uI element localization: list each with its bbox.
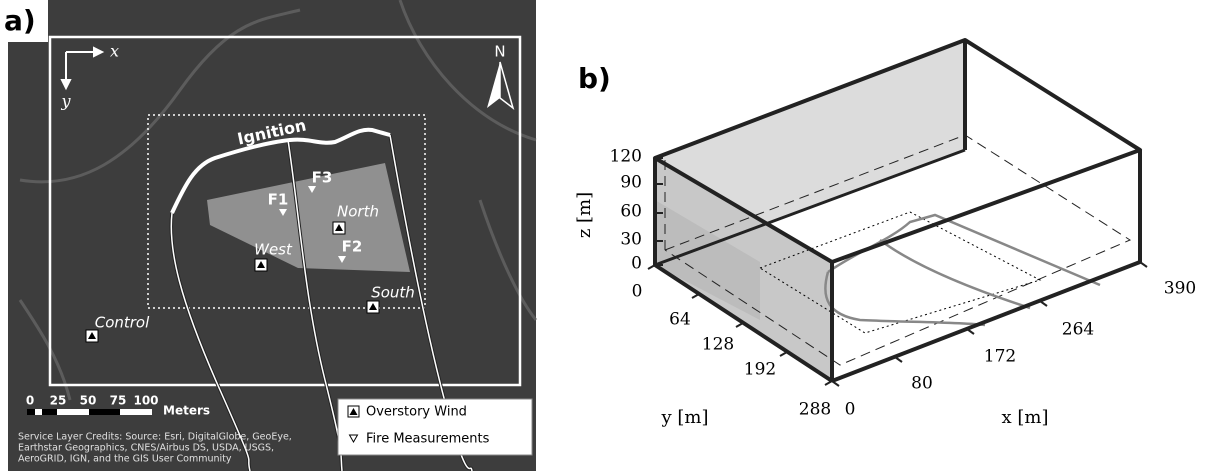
z-tick-label: 120 [610, 147, 642, 167]
z-tick-label: 0 [631, 254, 642, 274]
page: {"panel_a": {"label": "a)", "x_axis": "x… [0, 0, 1205, 471]
scale-label: 50 [80, 394, 97, 408]
tick [895, 357, 902, 362]
panel-label: b) [578, 62, 611, 95]
legend-label: Overstory Wind [366, 405, 467, 420]
y-axis-label: y [60, 92, 71, 111]
credits-text: Service Layer Credits: Source: Esri, Dig… [18, 432, 292, 443]
site-label: F3 [312, 169, 333, 187]
y-tick-label: 64 [669, 310, 691, 330]
panel-label: a) [4, 4, 36, 37]
z-tick-label: 60 [620, 202, 642, 222]
x-tick-label: 172 [984, 347, 1016, 367]
site-label: F1 [268, 191, 289, 209]
scale-label: 0 [26, 394, 34, 408]
tick [967, 329, 974, 334]
site-label: North [337, 203, 379, 221]
y-tick-label: 0 [632, 282, 643, 302]
x-axis-label: x [110, 42, 119, 61]
tick [648, 265, 655, 269]
site-label: F2 [342, 238, 363, 256]
scale-bar [27, 409, 152, 415]
tick [1140, 262, 1147, 267]
x-tick-label: 80 [911, 374, 933, 394]
road-traces [825, 215, 1100, 325]
north-label: N [494, 43, 505, 61]
site-label: West [254, 241, 293, 259]
x-tick-label: 264 [1062, 320, 1094, 340]
tick [780, 352, 787, 356]
x-axis-label: x [m] [1002, 407, 1049, 428]
credits-text: AeroGRID, IGN, and the GIS User Communit… [18, 454, 232, 465]
credits-text: Earthstar Geographics, CNES/Airbus DS, U… [18, 443, 274, 454]
x-tick-label: 0 [845, 400, 856, 420]
scale-label: 25 [50, 394, 67, 408]
z-tick-label: 30 [620, 230, 642, 250]
tick [1040, 301, 1047, 306]
scale-label: 75 [110, 394, 127, 408]
y-axis-label: y [m] [660, 407, 708, 428]
z-axis-label: z [m] [574, 192, 595, 238]
scale-label: 100 [133, 394, 158, 408]
tick [692, 294, 699, 298]
figure: a) Ignition x y N F1F2F3NorthWestSouthCo… [0, 0, 1205, 471]
y-tick-label: 128 [702, 335, 734, 355]
site-label: South [371, 284, 415, 302]
y-tick-label: 192 [744, 360, 776, 380]
tick [736, 323, 743, 327]
y-tick-label: 288 [799, 400, 831, 420]
tick [825, 381, 832, 385]
x-tick-label: 390 [1164, 279, 1196, 299]
legend-label: Fire Measurements [366, 432, 490, 447]
z-tick-label: 90 [620, 173, 642, 193]
site-label: Control [95, 314, 150, 332]
scale-unit: Meters [163, 404, 210, 418]
